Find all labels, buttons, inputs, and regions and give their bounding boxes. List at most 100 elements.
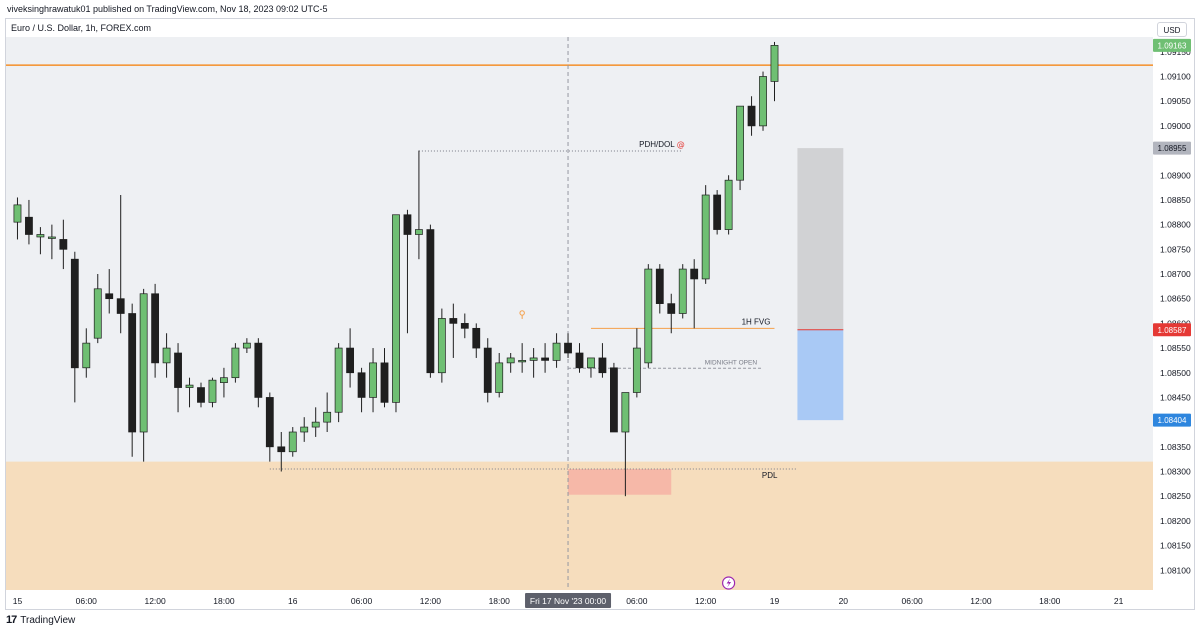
price-tick-label: 1.08200 [1160,516,1191,526]
price-tag-label: 1.08587 [1158,326,1187,335]
price-tick-label: 1.08700 [1160,269,1191,279]
time-tick-label: 21 [1114,596,1124,606]
candle-body [437,318,446,374]
candle-body [105,293,114,300]
time-tick-label: 12:00 [695,596,717,606]
candle [174,343,182,413]
candle [759,71,767,131]
candle [552,333,561,368]
time-tick-label: 06:00 [626,596,648,606]
candle-body [472,327,481,349]
candle [346,328,355,388]
candle-body [231,347,240,379]
candle-body [265,397,274,448]
candle-body [541,357,549,361]
candle [116,195,125,334]
price-tick-label: 1.09000 [1160,121,1191,131]
candle-body [369,362,377,398]
candle [403,209,412,334]
candle [105,269,114,314]
candle-body [128,313,137,433]
candle-body [644,268,653,364]
candle [621,392,630,497]
candle [220,367,228,398]
price-tick-label: 1.08750 [1160,244,1191,254]
time-tick-label: 18:00 [213,596,235,606]
candle-body [587,357,595,369]
candle-body [162,347,171,364]
pdh-dol-label: PDH/DOL [639,140,675,149]
candle-body [25,216,33,235]
candle-body [575,352,584,369]
candle [369,348,377,413]
candle [13,197,22,240]
time-tick-label: 06:00 [76,596,98,606]
candle-body [139,293,148,433]
time-tick-label: 18:00 [489,596,511,606]
candle [70,251,79,403]
candle-body [621,392,630,433]
price-tag-bg [1153,323,1191,337]
candle-body [529,357,538,361]
price-tick-label: 1.08100 [1160,565,1191,575]
candle-body [460,323,469,329]
candle-body [426,229,435,374]
candle-body [13,204,22,223]
time-tick-label: 06:00 [351,596,373,606]
alert-marker-icon [519,310,525,319]
candles-layer [13,41,779,497]
candle-body [392,214,400,403]
candle-body [495,362,504,393]
candle [242,338,251,353]
candle-body [323,411,332,423]
candle [529,348,538,378]
candle [380,348,389,408]
flash-icon [722,576,736,590]
candle [82,328,91,378]
candle [300,417,309,442]
candle-body [116,298,125,314]
price-tick-label: 1.09100 [1160,72,1191,82]
candle [392,214,400,413]
price-tick-label: 1.08800 [1160,220,1191,230]
candle-body [483,347,492,393]
candle-body [678,268,687,314]
candle [644,264,653,368]
time-tick-label: 06:00 [901,596,923,606]
candle [564,333,572,358]
candle [357,367,366,413]
candle [93,274,102,344]
candle [254,338,263,408]
candle-body [552,342,561,361]
price-tick-label: 1.08500 [1160,368,1191,378]
candle-body [277,446,286,453]
entry-blue-box [797,329,844,421]
currency-button[interactable]: USD [1157,22,1187,37]
candle [449,303,458,358]
candle [575,343,584,373]
candle [415,150,423,260]
candle-body [93,288,102,339]
candle [36,227,45,255]
midnight-open-label: MIDNIGHT OPEN [705,359,758,366]
pdl-liquidity-box [568,469,672,495]
candle-body [759,76,767,127]
price-tick-label: 1.08450 [1160,392,1191,402]
target-gray-box [797,148,844,330]
candle [128,303,137,457]
candle [690,259,699,329]
candle [311,407,320,437]
candle [185,377,194,408]
price-tick-label: 1.08150 [1160,541,1191,551]
price-tick-label: 1.08650 [1160,294,1191,304]
time-tick-label: 12:00 [420,596,442,606]
tradingview-logo[interactable]: 17 TradingView [6,614,75,626]
candle-body [334,347,343,413]
candle [288,427,297,457]
candle [495,353,504,398]
candle-body [655,268,664,304]
candle-body [690,268,699,280]
candle [323,392,332,432]
price-tag-bg [1153,38,1191,52]
